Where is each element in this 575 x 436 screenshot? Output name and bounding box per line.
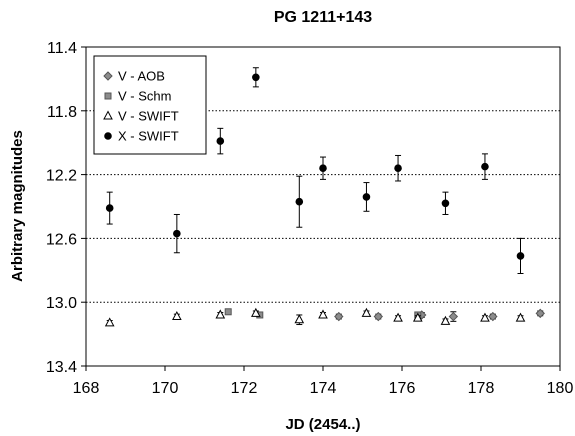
legend-box — [93, 55, 207, 155]
data-point — [394, 164, 402, 173]
x-tick-label: 174 — [310, 380, 337, 397]
legend-label: V - AOB — [118, 69, 165, 84]
data-point — [515, 312, 526, 322]
y-tick-label: 11.8 — [47, 104, 77, 121]
legend-marker — [104, 92, 112, 100]
series-triangle — [104, 307, 526, 327]
y-tick-label: 12.6 — [46, 231, 77, 248]
x-tick-label: 170 — [152, 380, 179, 397]
data-point — [173, 229, 181, 238]
x-tick-label: 172 — [231, 380, 258, 397]
data-point — [216, 137, 225, 145]
y-tick-label: 11.4 — [47, 40, 77, 57]
y-axis: 11.4 11.8 12.2 12.6 13.0 13.4 — [46, 40, 86, 376]
data-point — [319, 164, 327, 173]
y-tick-label: 12.2 — [46, 168, 77, 185]
series-diamond — [334, 308, 545, 322]
legend: V - AOB V - Schm V - SWIFT X - SWIFT — [93, 55, 207, 155]
data-point — [224, 308, 232, 316]
data-point — [252, 73, 260, 82]
legend-marker — [104, 132, 112, 140]
y-tick-label: 13.0 — [46, 295, 77, 312]
data-series — [104, 67, 545, 327]
data-point — [362, 193, 371, 201]
x-axis-label: JD (2454..) — [285, 416, 360, 433]
data-point — [373, 311, 384, 322]
y-axis-label: Arbitrary magnitudes — [9, 130, 26, 282]
data-point — [104, 317, 115, 327]
data-point — [516, 252, 525, 260]
data-point — [295, 197, 304, 206]
chart-title: PG 1211+143 — [274, 9, 372, 26]
data-point — [334, 311, 344, 322]
legend-label: X - SWIFT — [118, 129, 179, 144]
data-point — [105, 204, 114, 212]
data-point — [172, 310, 182, 321]
series-circle — [105, 67, 525, 274]
data-point — [294, 314, 305, 324]
data-point — [412, 312, 423, 322]
legend-label: V - SWIFT — [118, 109, 179, 124]
data-point — [318, 309, 328, 319]
data-point — [488, 311, 498, 322]
data-point — [361, 307, 372, 317]
data-point — [393, 312, 403, 322]
x-tick-label: 176 — [389, 380, 416, 397]
data-point — [535, 308, 545, 319]
x-axis: 168 170 172 174 176 178 180 — [73, 366, 574, 397]
y-tick-label: 13.4 — [46, 359, 77, 376]
x-tick-label: 178 — [468, 380, 495, 397]
legend-marker — [103, 71, 113, 81]
data-point — [440, 315, 451, 325]
x-tick-label: 168 — [73, 380, 100, 397]
legend-label: V - Schm — [118, 89, 171, 104]
data-point — [480, 312, 490, 322]
data-point — [251, 307, 261, 317]
data-point — [448, 311, 459, 322]
data-point — [481, 162, 489, 171]
data-point — [215, 309, 226, 319]
data-point — [441, 199, 450, 208]
x-tick-label: 180 — [547, 380, 574, 397]
legend-marker — [103, 110, 113, 120]
